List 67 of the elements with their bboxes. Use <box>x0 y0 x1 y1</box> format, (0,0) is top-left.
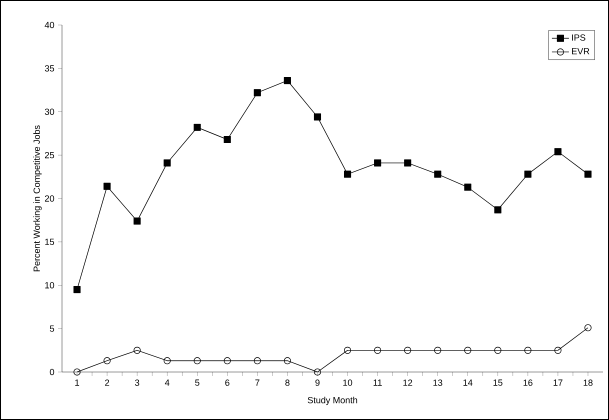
point <box>73 368 81 376</box>
y-tick-label: 5 <box>50 325 54 332</box>
point <box>164 159 171 166</box>
y-tick-label: 25 <box>44 152 54 158</box>
x-tick-label: 8 <box>285 380 290 386</box>
x-tick-label: 6 <box>225 380 230 386</box>
point <box>374 159 382 166</box>
point <box>434 170 442 178</box>
point <box>134 218 141 225</box>
point <box>404 159 412 166</box>
point <box>524 170 532 178</box>
y-tick-label: 40 <box>44 22 54 28</box>
point <box>554 148 562 156</box>
x-tick-label: 9 <box>315 380 320 386</box>
y-tick-label: 20 <box>44 195 54 202</box>
point <box>73 286 81 294</box>
point <box>224 357 231 364</box>
x-tick-label: 4 <box>164 380 170 386</box>
legend-label: IPS <box>572 34 586 41</box>
x-tick-label: 7 <box>255 380 260 386</box>
point <box>464 184 472 191</box>
point <box>164 357 171 364</box>
y-axis-title: Percent Working in Competitive Jobs <box>33 125 42 272</box>
point <box>314 113 322 121</box>
point <box>434 346 442 354</box>
point <box>194 124 201 131</box>
x-tick-label: 11 <box>374 380 382 386</box>
point <box>104 182 111 190</box>
point <box>494 346 502 354</box>
x-tick-label: 16 <box>524 380 532 386</box>
point <box>314 368 322 376</box>
x-tick-label: 13 <box>433 380 442 386</box>
x-axis-title: Study Month <box>308 396 358 406</box>
point <box>254 357 261 364</box>
point <box>584 324 592 332</box>
x-tick-label: 3 <box>134 380 140 386</box>
point <box>374 346 382 354</box>
x-tick-label: 18 <box>584 380 593 386</box>
point <box>344 170 352 178</box>
x-tick-label: 5 <box>195 380 200 386</box>
point <box>584 170 592 178</box>
x-tick-label: 15 <box>494 380 502 386</box>
y-tick-label: 15 <box>45 238 54 246</box>
x-tick-label: 17 <box>554 380 562 386</box>
x-tick-label: 2 <box>105 380 110 386</box>
point <box>104 357 111 364</box>
point <box>224 136 231 144</box>
x-tick-label: 14 <box>463 380 472 386</box>
x-tick-label: 10 <box>343 380 352 386</box>
y-tick-label: 35 <box>44 65 54 72</box>
point <box>284 76 291 84</box>
y-tick-label: 0 <box>50 368 54 376</box>
x-tick-label: 12 <box>403 380 412 386</box>
point <box>344 346 352 354</box>
legend-label: EVR <box>572 48 590 54</box>
point <box>134 346 141 354</box>
x-tick-label: 1 <box>75 380 80 386</box>
point <box>464 346 472 354</box>
point <box>254 89 261 96</box>
y-tick-label: 10 <box>45 282 54 288</box>
point <box>524 346 532 354</box>
point <box>404 346 412 354</box>
point <box>494 206 502 214</box>
point <box>194 357 201 364</box>
point <box>554 346 562 354</box>
point <box>284 357 291 364</box>
y-tick-label: 30 <box>44 108 54 115</box>
